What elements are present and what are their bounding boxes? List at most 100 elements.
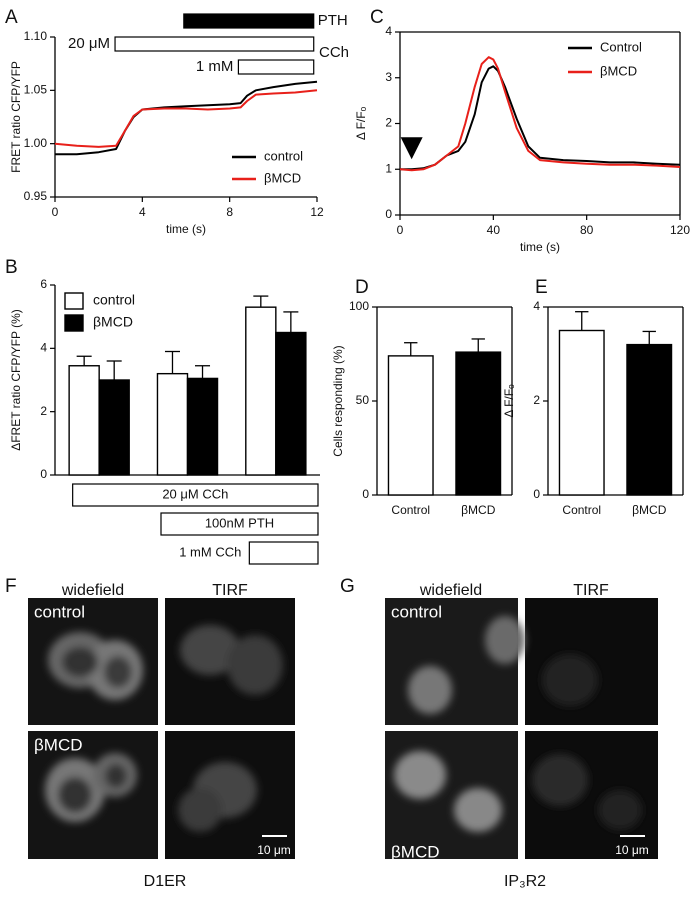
y-axis-label: FRET ratio CFP/YFP [9, 61, 23, 173]
bar [275, 331, 307, 476]
condition-label: 100nM PTH [205, 515, 274, 530]
cells [394, 616, 642, 832]
y-tick-label: 2 [385, 116, 392, 130]
legend-swatch [64, 314, 84, 332]
x-tick-label: 4 [139, 205, 146, 219]
panel-letter: F [5, 576, 17, 597]
x-tick-label: 8 [226, 205, 233, 219]
caption: D1ER [144, 873, 187, 890]
y-tick-label: 1 [385, 161, 392, 175]
bar [156, 372, 189, 476]
condition-box [248, 541, 319, 565]
y-tick-label: 100 [349, 299, 369, 313]
x-tick-label: 80 [580, 223, 594, 237]
condition-label: 20 μM CCh [162, 486, 228, 501]
y-tick-label: 0 [385, 207, 392, 221]
legend-label: βMCD [264, 170, 301, 185]
row-label: control [34, 602, 85, 621]
condition-box [72, 483, 319, 507]
stimulus-bar [237, 59, 315, 75]
bar [558, 329, 605, 496]
bar [455, 351, 502, 496]
legend-swatch [64, 292, 84, 310]
y-tick-label: 0 [533, 487, 540, 501]
micrograph [525, 598, 658, 725]
bar [387, 355, 434, 496]
y-tick-label: 2 [533, 393, 540, 407]
y-tick-label: 3 [385, 70, 392, 84]
x-tick-label: 40 [487, 223, 501, 237]
bar [626, 343, 673, 496]
y-axis-label: Cells responding (%) [331, 345, 345, 456]
panel-g: G widefield TIRF control βMCD 10 μm IP₃R… [340, 576, 658, 890]
bar [98, 379, 130, 476]
caption: IP₃R2 [504, 873, 546, 890]
condition-label: 1 mM CCh [179, 544, 241, 559]
x-tick-label: βMCD [461, 503, 496, 517]
y-tick-label: 4 [385, 24, 392, 38]
row-label: βMCD [391, 842, 440, 861]
bar [245, 306, 277, 476]
y-axis-label: Δ F/Fₒ [502, 384, 516, 418]
x-tick-label: 12 [310, 205, 324, 219]
panel-letter: D [355, 277, 369, 298]
x-tick-label: Control [391, 503, 430, 517]
panel-letter: A [5, 7, 18, 28]
stimulus-label: PTH [318, 12, 348, 29]
column-label: TIRF [573, 582, 609, 599]
scale-label: 10 μm [257, 843, 291, 857]
y-tick-label: 1.10 [24, 29, 48, 43]
legend-label: Control [600, 39, 642, 54]
stimulus-label: CCh [319, 44, 349, 61]
legend-label: control [93, 292, 135, 308]
y-axis-label: ΔFRET ratio CFP/YFP (%) [9, 309, 23, 451]
x-axis-label: time (s) [520, 240, 560, 254]
y-axis-label: Δ F/Fₒ [354, 106, 368, 140]
x-tick-label: 0 [52, 205, 59, 219]
series-line [400, 65, 681, 171]
micrograph [385, 731, 518, 859]
stimulus-bar [183, 13, 315, 29]
y-tick-label: 0 [362, 487, 369, 501]
legend-label: βMCD [600, 63, 637, 78]
scale-label: 10 μm [615, 843, 649, 857]
row-label: βMCD [34, 735, 83, 754]
x-tick-label: βMCD [632, 503, 667, 517]
column-label: TIRF [212, 582, 248, 599]
series-line [399, 56, 681, 172]
stimulus-bar [114, 36, 315, 52]
y-tick-label: 4 [533, 299, 540, 313]
y-tick-label: 0 [40, 467, 47, 481]
addition-marker [400, 137, 423, 160]
y-tick-label: 6 [40, 277, 47, 291]
panel-f: F widefield TIRF control βMCD 10 μm D1ER [5, 576, 295, 890]
legend-label: βMCD [93, 314, 133, 330]
condition-box [160, 512, 319, 536]
y-tick-label: 4 [40, 341, 47, 355]
x-tick-label: 120 [670, 223, 690, 237]
y-tick-label: 50 [356, 393, 370, 407]
x-tick-label: Control [562, 503, 601, 517]
bar [68, 365, 100, 476]
column-label: widefield [419, 582, 482, 599]
bar [186, 377, 219, 476]
y-tick-label: 0.95 [24, 189, 48, 203]
stimulus-label: 20 μM [68, 35, 110, 52]
y-tick-label: 1.05 [24, 83, 48, 97]
cells [45, 625, 283, 832]
x-axis-label: time (s) [166, 222, 206, 236]
row-label: control [391, 602, 442, 621]
stimulus-label: 1 mM [196, 58, 234, 75]
panel-letter: B [5, 257, 18, 278]
panel-letter: C [370, 7, 384, 28]
series-line [55, 80, 318, 156]
column-label: widefield [61, 582, 124, 599]
y-tick-label: 1.00 [24, 136, 48, 150]
panel-letter: E [535, 277, 548, 298]
y-tick-label: 2 [40, 404, 47, 418]
series-line [54, 89, 318, 148]
panel-letter: G [340, 576, 355, 597]
x-tick-label: 0 [397, 223, 404, 237]
legend-label: control [264, 148, 303, 163]
